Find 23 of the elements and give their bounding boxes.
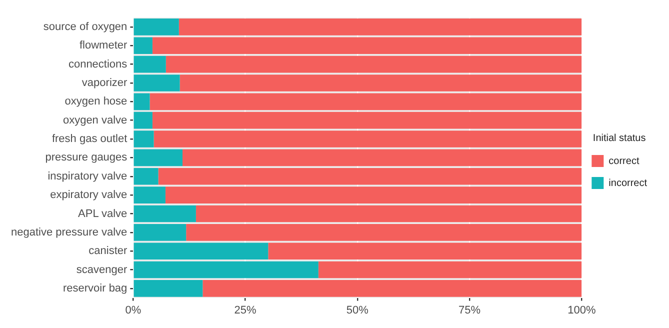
x-tick-label: 75% [458, 304, 481, 316]
x-tick-label: 100% [568, 304, 596, 316]
y-tick-label: scavenger [76, 264, 128, 276]
y-tick-label: flowmeter [79, 40, 128, 52]
legend-label: incorrect [608, 178, 648, 189]
y-tick-label: APL valve [78, 208, 128, 220]
y-tick-label: negative pressure valve [10, 226, 128, 238]
y-tick-label: expiratory valve [50, 189, 128, 202]
y-tick-label: connections [68, 58, 128, 70]
legend-title: Initial status [592, 132, 646, 144]
y-tick-label: canister [88, 245, 128, 258]
x-tick-label: 25% [234, 304, 257, 316]
y-tick-label: oxygen valve [62, 114, 128, 126]
y-tick-label: inspiratory valve [48, 170, 128, 182]
x-tick-label: 0% [125, 304, 142, 316]
y-tick-label: reservoir bag [62, 282, 128, 294]
y-tick-label: vaporizer [82, 77, 128, 90]
legend-label: correct [608, 156, 640, 167]
y-tick-label: fresh gas outlet [52, 133, 128, 146]
y-tick-label: oxygen hose [64, 96, 128, 108]
y-tick-label: pressure gauges [45, 152, 128, 164]
y-tick-label: source of oxygen [43, 20, 128, 33]
x-tick-label: 50% [346, 304, 369, 316]
